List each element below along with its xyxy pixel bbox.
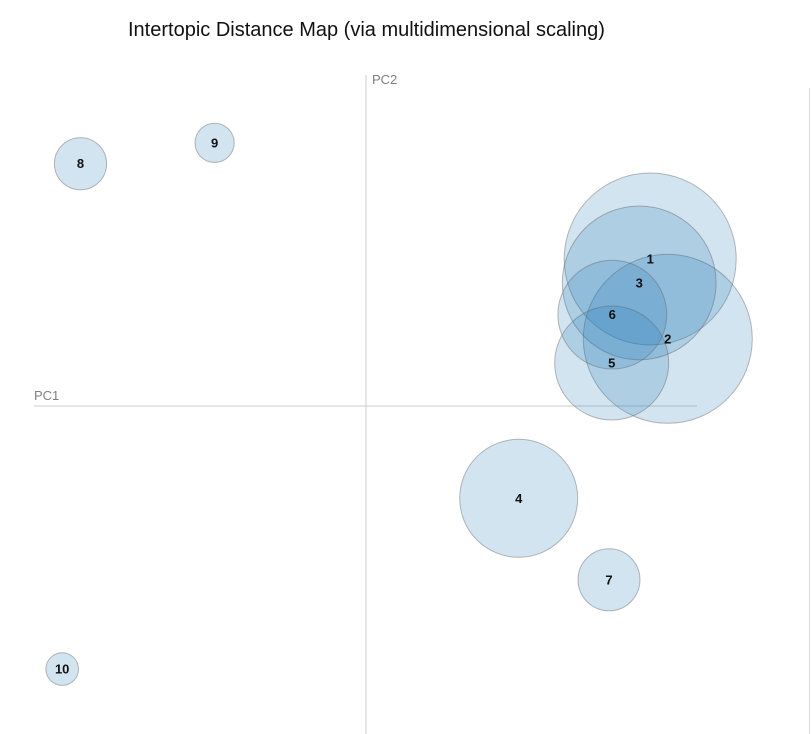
topic-circle-6[interactable] — [557, 259, 668, 370]
topic-circle-2[interactable] — [582, 253, 753, 424]
chart-title: Intertopic Distance Map (via multidimens… — [128, 19, 605, 41]
topic-circle-10[interactable] — [45, 652, 79, 686]
topic-circle-1[interactable] — [563, 172, 737, 346]
topic-circle-8[interactable] — [53, 137, 108, 191]
panel-divider — [809, 88, 810, 734]
pc2-axis-label: PC2 — [372, 72, 397, 87]
topic-circle-7[interactable] — [577, 548, 641, 612]
topic-circle-3[interactable] — [561, 205, 717, 361]
topic-circle-9[interactable] — [194, 122, 235, 163]
topic-circle-5[interactable] — [554, 305, 670, 421]
topic-circle-4[interactable] — [459, 438, 579, 558]
pc1-axis-label: PC1 — [34, 388, 59, 403]
topic-circles — [45, 122, 753, 686]
